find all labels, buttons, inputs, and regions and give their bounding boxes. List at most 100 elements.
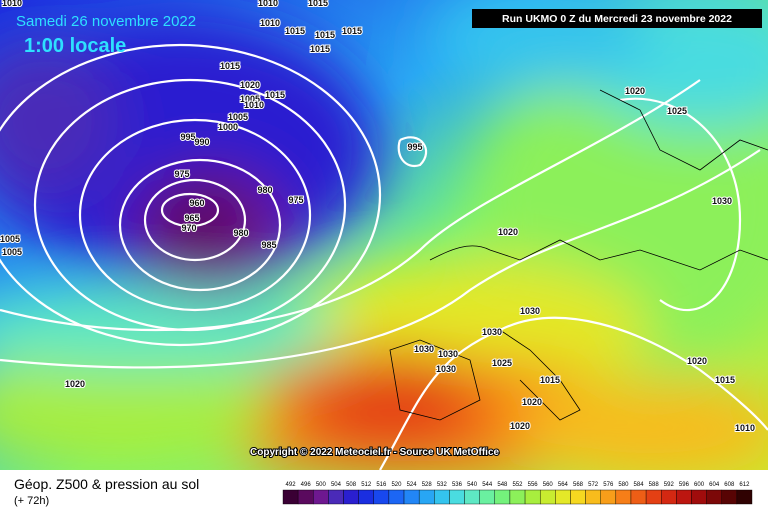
scale-label: 520 (391, 482, 402, 488)
isobar-label: 1030 (712, 196, 732, 206)
scale-swatch (373, 489, 390, 505)
scale-swatch (524, 489, 541, 505)
isobar-label: 1020 (240, 80, 260, 90)
scale-swatch (570, 489, 586, 505)
isobar-label: 1020 (510, 421, 530, 431)
scale-swatch (509, 489, 526, 505)
isobars (0, 43, 768, 471)
date: Samedi 26 novembre 2022 (16, 13, 196, 30)
scale-label: 512 (361, 482, 372, 488)
scale-label: 588 (649, 482, 660, 488)
isobar-label: 1030 (414, 344, 434, 354)
scale-label: 492 (286, 482, 297, 488)
run-info: Run UKMO 0 Z du Mercredi 23 novembre 202… (502, 13, 732, 25)
isobar-label: 1030 (438, 349, 458, 359)
scale-label: 580 (618, 482, 629, 488)
isobar-label: 1030 (482, 327, 502, 337)
isobar-label: 965 (184, 213, 199, 223)
scale-label: 564 (558, 482, 569, 488)
copyright: Copyright © 2022 Meteociel.fr - Source U… (250, 447, 500, 458)
isobar-label: 970 (181, 223, 196, 233)
scale-label: 496 (301, 482, 312, 488)
scale-label: 608 (724, 482, 735, 488)
scale-swatch (615, 489, 632, 505)
isobar-label: 1015 (220, 61, 240, 71)
field (0, 0, 768, 480)
isobar-label: 1020 (625, 86, 645, 96)
scale-label: 556 (528, 482, 539, 488)
scale-label: 576 (603, 482, 614, 488)
footer-lead: (+ 72h) (14, 495, 49, 507)
isobar-label: 1005 (0, 234, 20, 244)
isobar-label: 1015 (310, 44, 330, 54)
isobar-label: 1015 (315, 30, 335, 40)
isobar-label: 1005 (228, 112, 248, 122)
isobar-label: 1030 (436, 364, 456, 374)
scale-swatch (645, 489, 662, 505)
isobar-label: 1020 (687, 356, 707, 366)
scale-label: 552 (512, 482, 523, 488)
isobar-label: 1005 (240, 94, 260, 104)
isobar-label: 1010 (244, 100, 264, 110)
scale-label: 548 (497, 482, 508, 488)
isobar-label: 1020 (65, 379, 85, 389)
scale-label: 528 (422, 482, 433, 488)
isobar-label: 1015 (265, 90, 285, 100)
scale-swatch (630, 489, 647, 505)
isobar-label: 1030 (520, 306, 540, 316)
isobar-label: 1015 (285, 26, 305, 36)
scale-swatch (282, 489, 299, 505)
scale-label: 532 (437, 482, 448, 488)
scale-swatch (706, 489, 722, 505)
run-box (472, 9, 762, 28)
isobar-label: 975 (174, 169, 189, 179)
isobar-label: 1010 (260, 18, 280, 28)
scale-label: 596 (679, 482, 690, 488)
scale-swatch (555, 489, 571, 505)
isobar-label: 1025 (492, 358, 512, 368)
isobar-label: 995 (407, 142, 422, 152)
isobar-label: 985 (261, 240, 276, 250)
scale-label: 584 (634, 482, 645, 488)
scale-label: 572 (588, 482, 599, 488)
scale-swatch (388, 489, 405, 505)
isobar-label: 1010 (258, 0, 278, 8)
isobar-label: 975 (288, 195, 303, 205)
scale-label: 508 (346, 482, 357, 488)
isobar-label: 1025 (667, 106, 687, 116)
isobar-label: 1015 (540, 375, 560, 385)
scale-swatch (449, 489, 465, 505)
time: 1:00 locale (24, 35, 126, 57)
scale-label: 600 (694, 482, 705, 488)
isobar-label: 995 (180, 132, 195, 142)
scale-swatch (297, 489, 314, 505)
isobar-label: 1015 (715, 375, 735, 385)
coastlines (389, 89, 768, 421)
scale-swatch (403, 489, 420, 505)
scale-label: 504 (331, 482, 342, 488)
scale-swatch (434, 489, 450, 505)
scale-swatch (313, 489, 329, 505)
scale-swatch (343, 489, 359, 505)
isobar-label: 980 (233, 228, 248, 238)
isobar-label: 1015 (308, 0, 328, 8)
isobar-label: 980 (257, 185, 272, 195)
scale-swatch (479, 489, 496, 505)
scale-swatch (736, 489, 753, 505)
scale-label: 516 (376, 482, 387, 488)
scale-swatch (585, 489, 601, 505)
scale-label: 524 (407, 482, 418, 488)
scale-swatch (721, 489, 738, 505)
scale-swatch (358, 489, 374, 505)
scale-label: 568 (573, 482, 584, 488)
scale-label: 560 (543, 482, 554, 488)
scale-label: 592 (664, 482, 675, 488)
scale-label: 604 (709, 482, 720, 488)
isobar-label: 1010 (2, 0, 22, 8)
isobar-label: 960 (189, 198, 204, 208)
scale-swatch (328, 489, 344, 505)
scale-label: 612 (739, 482, 750, 488)
scale-swatch (661, 489, 677, 505)
scale-swatch (600, 489, 617, 505)
